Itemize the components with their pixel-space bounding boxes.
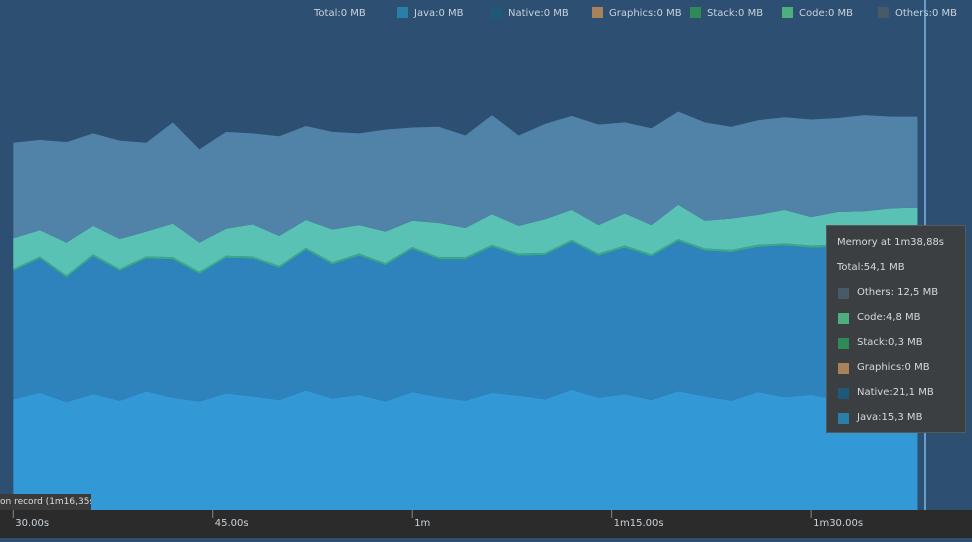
swatch [838,363,849,374]
legend-label: Native:0 MB [508,8,569,19]
x-tick-label: 30.00s [15,518,49,529]
legend-label: Code:0 MB [799,8,853,19]
legend-total: Total:0 MB [313,8,366,19]
swatch [838,338,849,349]
x-tick-label: 1m [414,518,430,529]
legend-label: Graphics:0 MB [609,8,682,19]
legend-label: Java:0 MB [413,8,464,19]
swatch [838,313,849,324]
legend-label: Stack:0 MB [707,8,763,19]
tooltip-item: Java:15,3 MB [857,412,923,423]
area-5 [13,111,918,243]
legend-swatch [397,7,408,18]
tooltip-title: Memory at 1m38,88s [837,237,945,248]
legend-swatch [690,7,701,18]
legend-swatch [782,7,793,18]
legend-label: Others:0 MB [895,8,957,19]
x-tick-label: 1m15.00s [614,518,664,529]
swatch [838,413,849,424]
tooltip-item: Stack:0,3 MB [857,337,923,348]
area-0 [13,389,918,510]
x-tick-label: 45.00s [215,518,249,529]
tooltip-item: Native:21,1 MB [857,387,934,398]
area-4 [13,204,918,276]
record-label: on record (1m16,35s) [0,494,91,510]
tooltip-item: Code:4,8 MB [857,312,921,323]
tooltip-total: Total:54,1 MB [837,262,905,273]
legend-swatch [592,7,603,18]
time-axis [0,510,972,538]
area-3 [13,238,918,278]
x-tick-label: 1m30.00s [813,518,863,529]
legend-swatch [878,7,889,18]
swatch [838,288,849,299]
tooltip: Memory at 1m38,88s Total:54,1 MB Others:… [826,225,966,433]
tooltip-item: Others: 12,5 MB [857,287,939,298]
tooltip-item: Graphics:0 MB [857,362,930,373]
swatch [838,388,849,399]
area-1 [13,241,918,403]
legend-swatch [491,7,502,18]
